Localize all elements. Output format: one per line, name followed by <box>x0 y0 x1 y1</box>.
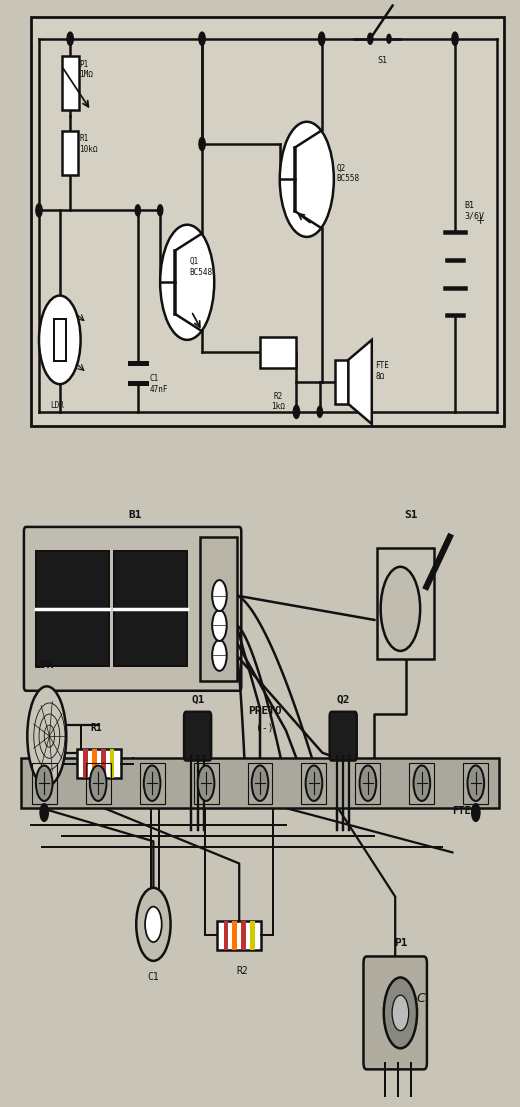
Text: C1: C1 <box>148 972 159 982</box>
Circle shape <box>467 766 484 801</box>
Text: C: C <box>417 992 425 1005</box>
Circle shape <box>39 296 81 384</box>
Circle shape <box>212 610 227 641</box>
Circle shape <box>135 205 140 216</box>
Bar <box>21 758 499 808</box>
Text: Q2: Q2 <box>337 695 350 705</box>
Bar <box>110 749 114 778</box>
Bar <box>335 360 348 404</box>
Text: LDR: LDR <box>34 660 54 670</box>
Text: S1: S1 <box>377 56 387 65</box>
Text: Q1: Q1 <box>191 695 205 705</box>
Text: R1
10kΩ: R1 10kΩ <box>80 134 98 154</box>
Circle shape <box>199 32 205 45</box>
FancyBboxPatch shape <box>330 712 357 761</box>
Circle shape <box>381 567 420 651</box>
Bar <box>101 749 106 778</box>
Bar <box>62 131 78 175</box>
Circle shape <box>160 225 214 340</box>
Bar <box>224 921 228 950</box>
Circle shape <box>368 33 373 44</box>
Circle shape <box>158 205 163 216</box>
Bar <box>241 921 246 950</box>
Circle shape <box>212 640 227 671</box>
Bar <box>139 763 164 804</box>
Text: P1: P1 <box>394 939 407 949</box>
Text: FTE: FTE <box>452 806 471 816</box>
Text: R2: R2 <box>236 966 248 976</box>
Circle shape <box>36 204 42 217</box>
Circle shape <box>317 406 322 417</box>
Circle shape <box>145 907 162 942</box>
Circle shape <box>280 122 334 237</box>
Bar <box>409 763 434 804</box>
Circle shape <box>472 804 480 821</box>
Circle shape <box>67 32 73 45</box>
Bar <box>32 763 57 804</box>
Ellipse shape <box>27 686 67 786</box>
Text: C1
47nF: C1 47nF <box>149 374 168 394</box>
Circle shape <box>306 766 322 801</box>
Text: +: + <box>476 216 485 227</box>
Bar <box>62 56 79 110</box>
Circle shape <box>36 766 53 801</box>
Text: R1: R1 <box>90 723 102 733</box>
Circle shape <box>392 995 409 1031</box>
FancyBboxPatch shape <box>184 712 211 761</box>
Bar <box>463 763 488 804</box>
Text: B1: B1 <box>128 510 142 520</box>
Text: (-): (-) <box>256 723 274 733</box>
Bar <box>86 763 111 804</box>
Circle shape <box>198 766 214 801</box>
Circle shape <box>452 32 458 45</box>
Text: R2
1kΩ: R2 1kΩ <box>271 392 285 412</box>
Bar <box>250 921 255 950</box>
Circle shape <box>360 766 376 801</box>
Bar <box>92 749 97 778</box>
Bar <box>193 763 218 804</box>
FancyBboxPatch shape <box>363 956 427 1069</box>
Text: P1
1MΩ: P1 1MΩ <box>80 60 94 80</box>
Bar <box>83 749 88 778</box>
Bar <box>377 548 434 659</box>
Bar <box>232 921 237 950</box>
Text: LDR: LDR <box>50 402 64 411</box>
Bar <box>36 551 109 666</box>
Circle shape <box>212 580 227 611</box>
Bar <box>260 337 296 368</box>
Text: PRETO: PRETO <box>249 706 282 716</box>
Bar <box>302 763 327 804</box>
Polygon shape <box>348 340 372 424</box>
Text: S1: S1 <box>404 510 418 520</box>
Circle shape <box>90 766 107 801</box>
Text: FTE
8Ω: FTE 8Ω <box>375 361 389 381</box>
Bar <box>217 921 261 950</box>
Text: Q2
BC558: Q2 BC558 <box>336 164 359 184</box>
Circle shape <box>293 405 300 418</box>
Text: Q1
BC548: Q1 BC548 <box>190 257 213 277</box>
Circle shape <box>384 977 417 1048</box>
Circle shape <box>144 766 160 801</box>
Bar <box>200 537 237 681</box>
Bar <box>248 763 272 804</box>
Bar <box>31 17 504 426</box>
Circle shape <box>199 137 205 151</box>
Bar <box>356 763 381 804</box>
Circle shape <box>252 766 268 801</box>
Bar <box>114 551 187 666</box>
Bar <box>77 749 121 778</box>
Circle shape <box>319 32 325 45</box>
Text: B1
3/6V: B1 3/6V <box>464 200 484 220</box>
Circle shape <box>136 888 171 961</box>
FancyBboxPatch shape <box>24 527 241 691</box>
Bar <box>54 319 66 361</box>
Circle shape <box>387 34 391 43</box>
Circle shape <box>40 804 48 821</box>
Circle shape <box>413 766 430 801</box>
